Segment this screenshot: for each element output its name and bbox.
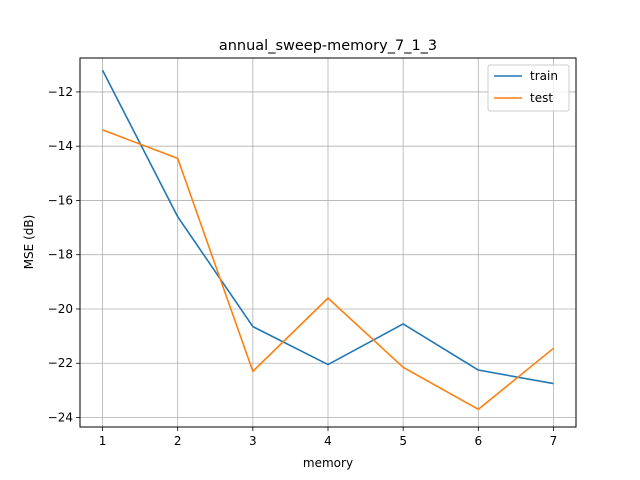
- x-tick-label: 1: [99, 434, 107, 448]
- x-tick-label: 6: [474, 434, 482, 448]
- legend-label-train: train: [530, 69, 558, 83]
- x-tick-label: 4: [324, 434, 332, 448]
- x-tick-label: 2: [174, 434, 182, 448]
- y-tick-label: −22: [48, 356, 73, 370]
- x-tick-label: 7: [550, 434, 558, 448]
- series-lines: [101, 69, 554, 411]
- series-line-train: [101, 69, 554, 385]
- y-tick-label: −16: [48, 193, 73, 207]
- y-tick-label: −12: [48, 85, 73, 99]
- x-tick-label: 3: [249, 434, 257, 448]
- grid: [80, 58, 576, 427]
- y-tick-label: −14: [48, 139, 73, 153]
- series-line-test: [102, 129, 554, 411]
- y-tick-label: −18: [48, 248, 73, 262]
- y-axis-label: MSE (dB): [22, 215, 36, 270]
- x-axis: 1 2 3 4 5 6 7: [99, 427, 558, 448]
- y-tick-label: −24: [48, 411, 73, 425]
- legend: train test: [487, 64, 570, 112]
- legend-label-test: test: [530, 91, 553, 105]
- chart-title: annual_sweep-memory_7_1_3: [219, 38, 437, 54]
- x-tick-label: 5: [399, 434, 407, 448]
- x-axis-label: memory: [303, 456, 353, 470]
- y-axis: −24 −22 −20 −18 −16 −14 −12: [48, 85, 80, 425]
- y-tick-label: −20: [48, 302, 73, 316]
